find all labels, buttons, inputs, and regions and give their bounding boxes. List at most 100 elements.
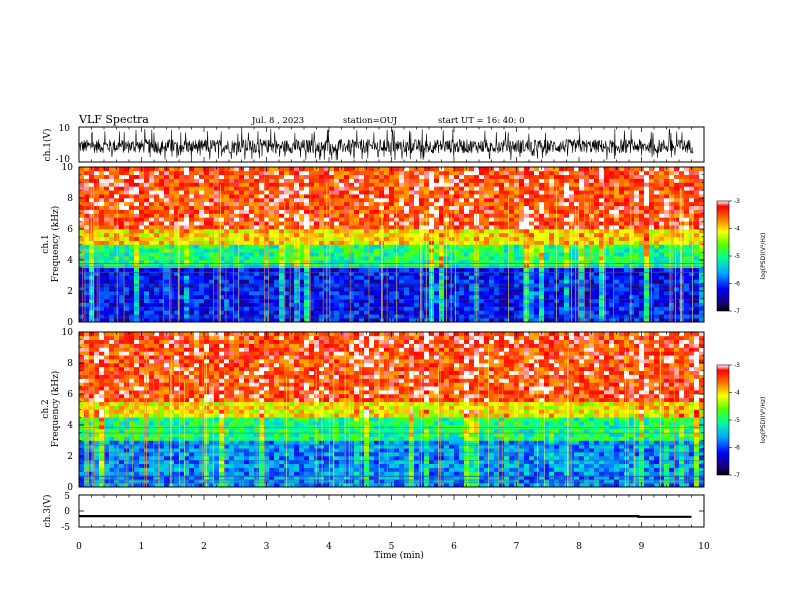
spectrogram-cell — [284, 236, 290, 241]
spectrogram-cell — [274, 271, 280, 276]
spectrogram-cell — [264, 205, 270, 210]
spectrogram-cell — [254, 205, 260, 210]
spectrogram-cell — [124, 248, 130, 253]
spectrogram-cell — [144, 198, 150, 203]
spectrogram-cell — [349, 298, 355, 303]
spectrogram-cell — [314, 256, 320, 261]
spectrogram-cell — [494, 271, 500, 276]
spectrogram-cell — [434, 232, 440, 238]
spectrogram-cell — [319, 310, 325, 315]
spectrogram-cell — [189, 267, 195, 272]
spectrogram-cell — [299, 232, 305, 238]
spectrogram-cell — [204, 174, 210, 179]
spectrogram-cell — [534, 302, 540, 307]
spectrogram-cell — [159, 236, 165, 241]
spectrogram-cell — [404, 256, 410, 261]
spectrogram-cell — [629, 306, 635, 311]
spectrogram-cell — [414, 182, 420, 187]
spectrogram-cell — [674, 236, 680, 241]
spectrogram-cell — [639, 186, 645, 191]
spectrogram-cell — [169, 302, 175, 307]
spectrogram-cell — [189, 201, 195, 207]
spectrogram-cell — [609, 298, 615, 303]
spectrogram-cell — [469, 186, 475, 191]
spectrogram-cell — [484, 302, 490, 307]
spectrogram-cell — [169, 318, 175, 323]
spectrogram-cell — [494, 174, 500, 179]
spectrogram-cell — [334, 225, 340, 230]
spectrogram-cell — [294, 190, 300, 195]
spectrogram-cell — [99, 244, 105, 249]
spectrogram-cell — [439, 260, 445, 265]
spectrogram-cell — [549, 318, 555, 323]
spectrogram-cell — [454, 170, 460, 176]
spectrogram-cell — [574, 294, 580, 300]
spectrogram-cell — [669, 167, 675, 172]
spectrogram-cell — [629, 209, 635, 214]
spectrogram-cell — [584, 225, 590, 230]
spectrogram-cell — [219, 232, 225, 238]
spectrogram-cell — [499, 294, 505, 300]
spectrogram-cell — [529, 209, 535, 214]
spectrogram-cell — [149, 294, 155, 300]
spectrogram-cell — [444, 209, 450, 214]
spectrogram-cell — [504, 167, 510, 172]
spectrogram-cell — [179, 263, 185, 269]
spectrogram-cell — [329, 178, 335, 183]
spectrogram-cell — [294, 186, 300, 191]
spectrogram-cell — [189, 283, 195, 288]
spectrogram-cell — [399, 318, 405, 323]
spectrogram-cell — [624, 232, 630, 238]
spectrogram-cell — [249, 194, 255, 199]
spectrogram-cell — [104, 182, 110, 187]
spectrogram-cell — [599, 298, 605, 303]
spectrogram-cell — [579, 263, 585, 269]
spectrogram-cell — [379, 182, 385, 187]
spectrogram-cell — [184, 318, 190, 323]
spectrogram-cell — [454, 205, 460, 210]
spectrogram-cell — [469, 294, 475, 300]
spectrogram-cell — [454, 221, 460, 226]
spectrogram-cell — [519, 283, 525, 288]
spectrogram-cell — [444, 167, 450, 172]
spectrogram-cell — [174, 298, 180, 303]
spectrogram-cell — [624, 279, 630, 284]
spectrogram-cell — [84, 279, 90, 284]
spectrogram-cell — [469, 209, 475, 214]
spectrogram-cell — [319, 279, 325, 284]
spectrogram-cell — [169, 252, 175, 257]
spectrogram-cell — [209, 302, 215, 307]
spectrogram-cell — [459, 283, 465, 288]
spectrogram-cell — [269, 198, 275, 203]
spectrogram-cell — [204, 294, 210, 300]
spectrogram-cell — [274, 209, 280, 214]
spectrogram-cell — [549, 182, 555, 187]
spectrogram-cell — [434, 190, 440, 195]
spectrogram-cell — [439, 209, 445, 214]
spectrogram-cell — [474, 205, 480, 210]
spectrogram-cell — [459, 225, 465, 230]
spectrogram-cell — [579, 209, 585, 214]
spectrogram-cell — [199, 263, 205, 269]
spectrogram-cell — [174, 174, 180, 179]
spectrogram-cell — [109, 174, 115, 179]
spectrogram-cell — [99, 167, 105, 172]
spectrogram-cell — [429, 225, 435, 230]
spectrogram-cell — [529, 283, 535, 288]
spectrogram-cell — [279, 221, 285, 226]
spectrogram-cell — [274, 217, 280, 222]
spectrogram-cell — [584, 213, 590, 218]
spectrogram-cell — [219, 201, 225, 207]
spectrogram-cell — [184, 190, 190, 195]
spectrogram-cell — [679, 201, 685, 207]
spectrogram-cell — [399, 229, 405, 234]
spectrogram-cell — [289, 205, 295, 210]
spectrogram-cell — [324, 167, 330, 172]
spectrogram-cell — [439, 174, 445, 179]
spectrogram-cell — [104, 306, 110, 311]
spectrogram-cell — [229, 229, 235, 234]
spectrogram-cell — [439, 221, 445, 226]
spectrogram-cell — [119, 225, 125, 230]
spectrogram-cell — [664, 256, 670, 261]
spectrogram-cell — [144, 310, 150, 315]
